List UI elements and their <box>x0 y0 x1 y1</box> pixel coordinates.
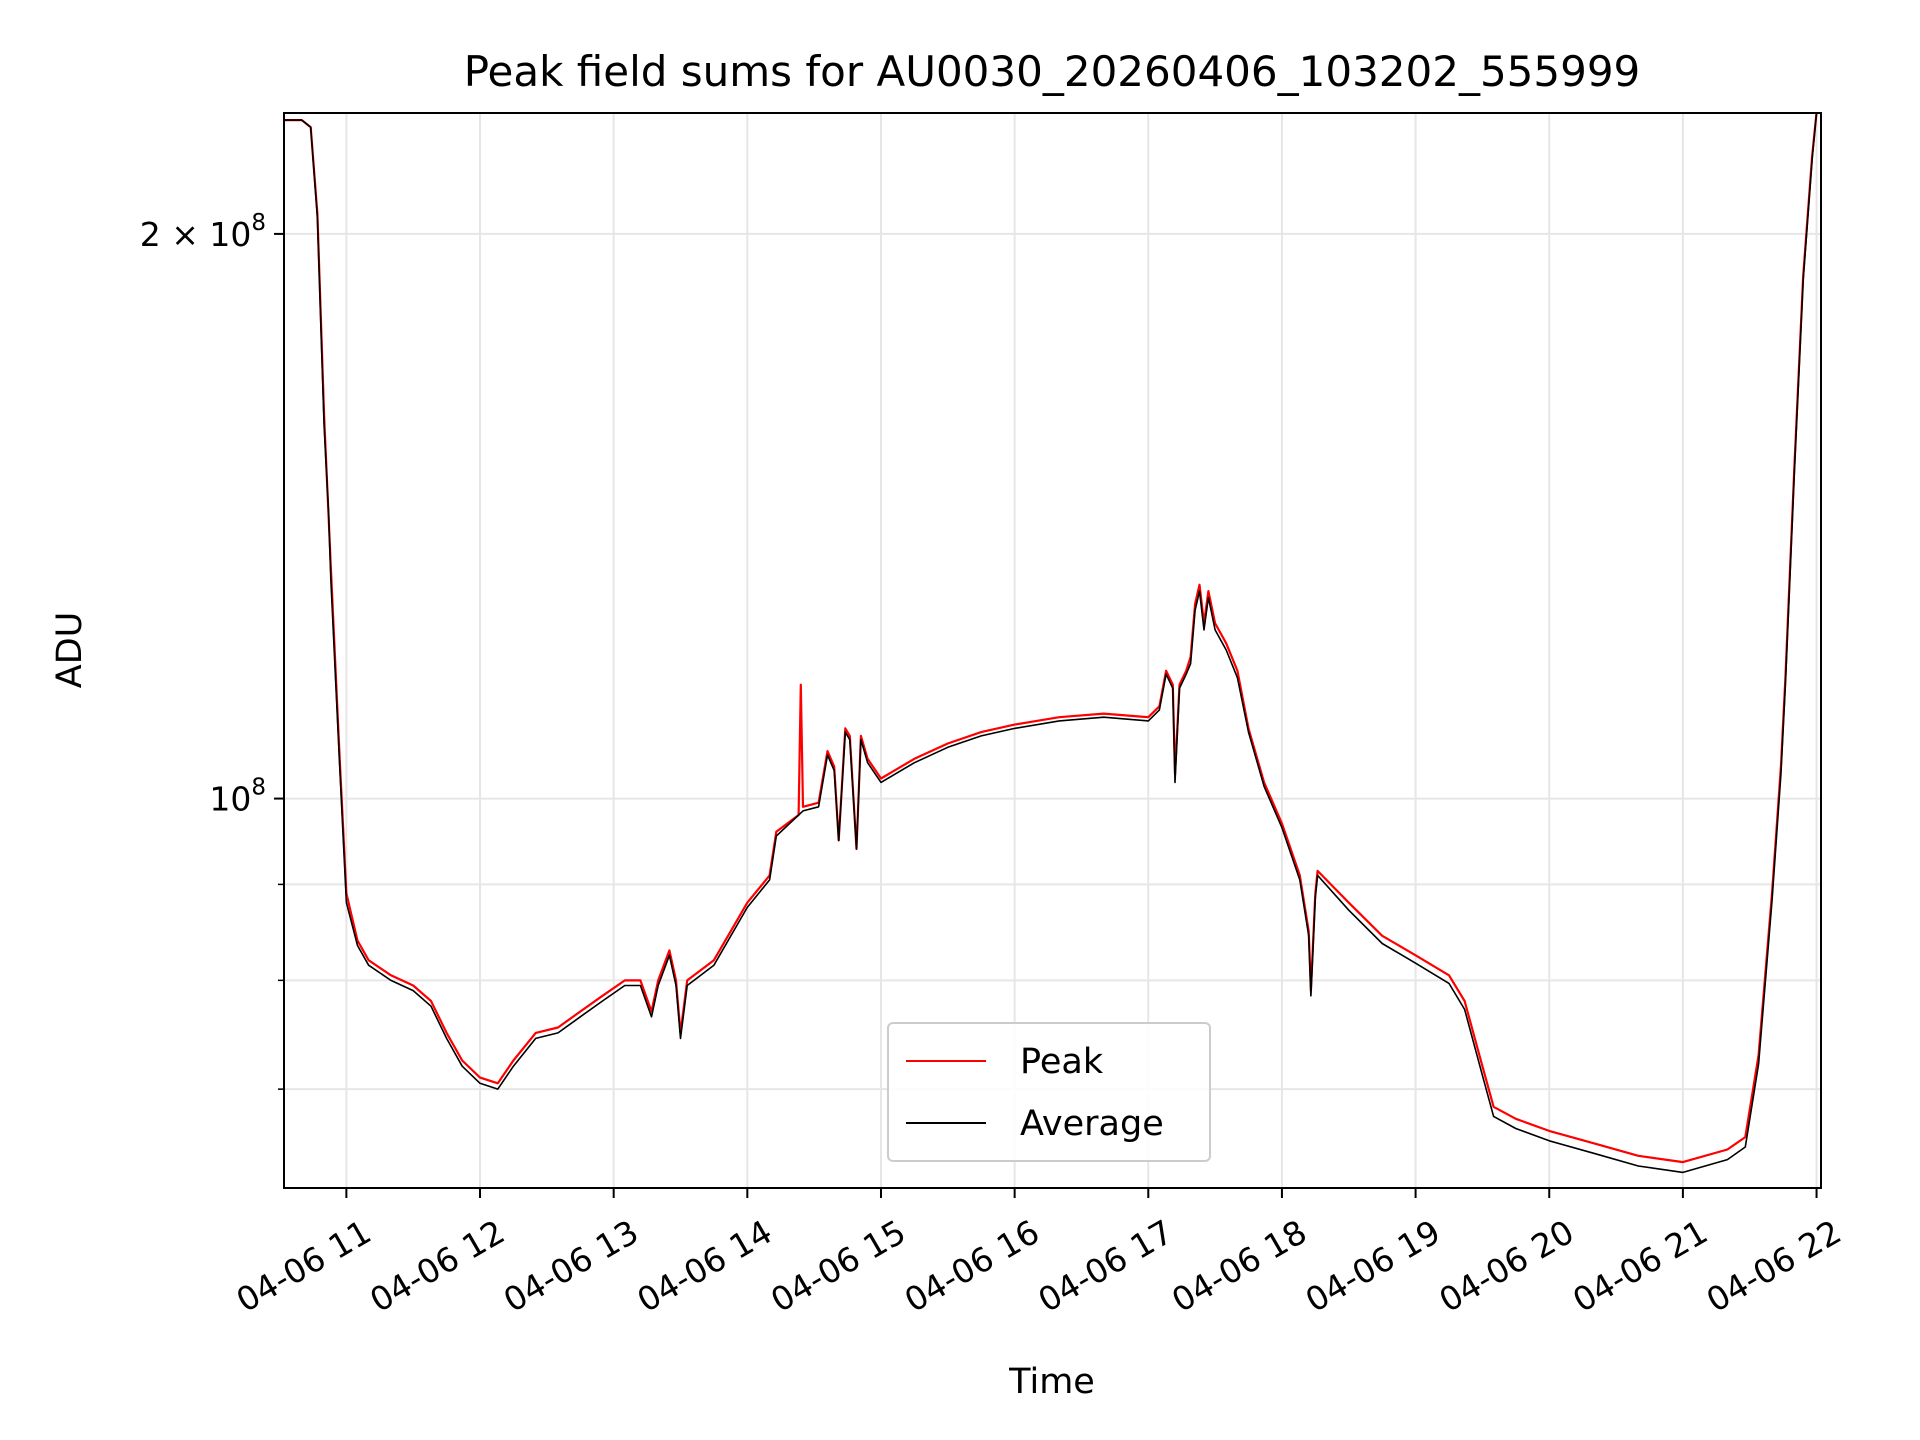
x-axis-label: Time <box>1008 1362 1095 1402</box>
chart-title: Peak field sums for AU0030_20260406_1032… <box>464 47 1641 96</box>
y-axis-label: ADU <box>50 612 90 689</box>
series-layer <box>284 112 1818 1174</box>
y-axis: 108 2 × 108 <box>140 210 284 1090</box>
y-tick-label: 108 <box>209 775 266 819</box>
series-line-average <box>284 112 1818 1174</box>
legend: Peak Average <box>887 1022 1211 1162</box>
legend-box <box>887 1022 1211 1162</box>
axes-frame <box>283 112 1822 1189</box>
legend-label-average: Average <box>1020 1104 1164 1144</box>
y-tick-label: 2 × 108 <box>140 210 266 254</box>
legend-label-peak: Peak <box>1020 1042 1104 1082</box>
series-line-peak <box>284 112 1818 1164</box>
